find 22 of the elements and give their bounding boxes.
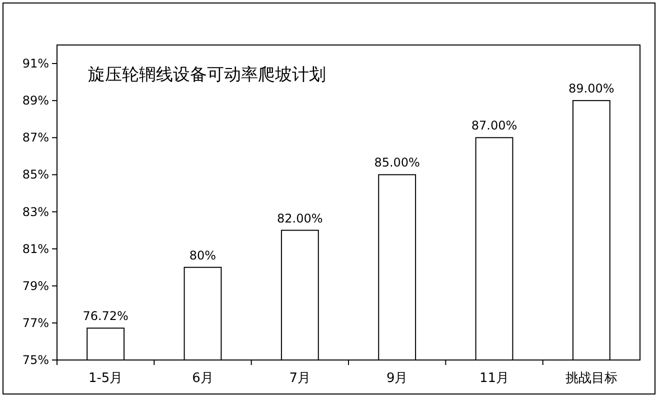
text: 82.00% — [277, 211, 323, 226]
text: 旋压轮辋线设备可动率爬坡计划 — [88, 65, 326, 85]
y-tick-label: 75% — [22, 353, 49, 367]
y-tick-label: 89% — [22, 94, 49, 108]
text: 76.72% — [82, 309, 128, 324]
x-tick-label: 9月 — [386, 371, 408, 386]
y-tick-label: 81% — [22, 242, 49, 256]
y-tick-label: 85% — [22, 168, 49, 182]
text: 85.00% — [374, 156, 420, 170]
y-tick-label: 77% — [22, 316, 49, 330]
x-tick-label: 11月 — [479, 371, 510, 386]
text: 89.00% — [568, 82, 614, 96]
text: 80% — [189, 248, 216, 262]
text: 87.00% — [471, 118, 518, 133]
x-tick-label: 挑战目标 — [565, 371, 618, 386]
y-tick-label: 87% — [22, 130, 49, 145]
x-tick-label: 7月 — [289, 371, 311, 386]
y-tick-label: 79% — [22, 278, 49, 293]
y-tick-label: 83% — [22, 204, 49, 219]
x-tick-label: 1-5月 — [88, 371, 123, 386]
y-tick-label: 91% — [22, 56, 49, 71]
x-tick-label: 6月 — [192, 371, 214, 386]
